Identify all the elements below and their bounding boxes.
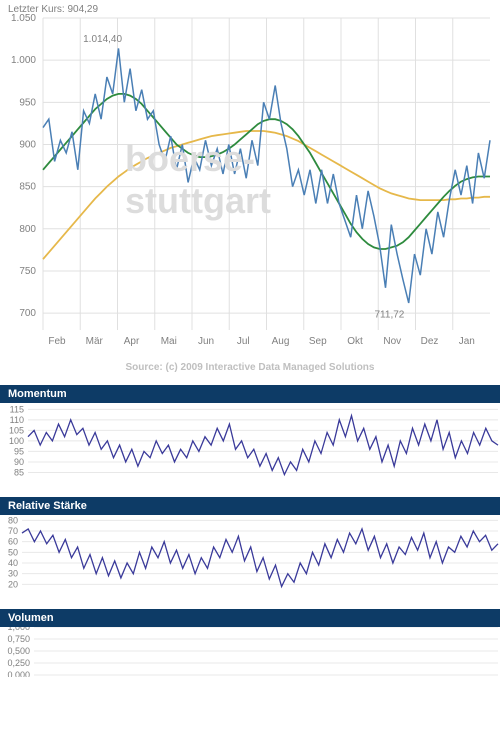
rsi-chart: 20304050607080 [0,515,500,597]
svg-text:750: 750 [19,266,36,277]
svg-text:90: 90 [14,457,24,467]
svg-text:Sep: Sep [309,336,327,347]
svg-text:0,750: 0,750 [7,634,30,644]
svg-text:115: 115 [10,404,24,414]
volume-chart: 0,000 0,250 0,500 0,750 1,000 [0,627,500,677]
svg-text:Feb: Feb [48,336,66,347]
svg-text:50: 50 [8,547,18,557]
svg-text:Jun: Jun [198,336,214,347]
momentum-title: Momentum [0,385,500,403]
svg-text:85: 85 [14,467,24,477]
svg-text:1.000: 1.000 [11,55,36,66]
svg-text:900: 900 [19,139,36,150]
svg-text:80: 80 [8,515,18,525]
svg-text:60: 60 [8,537,18,547]
svg-text:100: 100 [9,436,24,446]
svg-text:0,500: 0,500 [7,646,30,656]
svg-text:Mai: Mai [161,336,177,347]
svg-text:70: 70 [8,526,18,536]
price-chart: 7007508008509009501.0001.050FebMärAprMai… [0,0,500,360]
svg-text:30: 30 [8,569,18,579]
svg-text:Nov: Nov [383,336,401,347]
svg-text:Mär: Mär [86,336,104,347]
source-label: Source: (c) 2009 Interactive Data Manage… [0,360,500,373]
svg-text:95: 95 [14,446,24,456]
svg-text:110: 110 [10,415,24,425]
svg-text:0,250: 0,250 [7,658,30,668]
svg-text:105: 105 [9,425,24,435]
svg-text:Apr: Apr [124,336,140,347]
svg-text:Letzter Kurs: 904,29: Letzter Kurs: 904,29 [8,4,98,15]
volume-title: Volumen [0,609,500,627]
svg-text:40: 40 [8,558,18,568]
price-chart-container: 7007508008509009501.0001.050FebMärAprMai… [0,0,500,360]
svg-text:Jul: Jul [237,336,250,347]
svg-text:700: 700 [19,308,36,319]
svg-text:Aug: Aug [272,336,290,347]
svg-text:800: 800 [19,224,36,235]
svg-text:1,000: 1,000 [7,627,30,632]
momentum-chart: 859095100105110115 [0,403,500,485]
svg-text:Jan: Jan [459,336,475,347]
svg-text:Okt: Okt [347,336,363,347]
svg-text:Dez: Dez [421,336,439,347]
svg-text:1.014,40: 1.014,40 [83,34,122,45]
rsi-title: Relative Stärke [0,497,500,515]
svg-text:20: 20 [8,579,18,589]
svg-text:711,72: 711,72 [375,309,405,320]
svg-text:950: 950 [19,97,36,108]
svg-text:0,000: 0,000 [7,670,30,677]
svg-text:850: 850 [19,182,36,193]
